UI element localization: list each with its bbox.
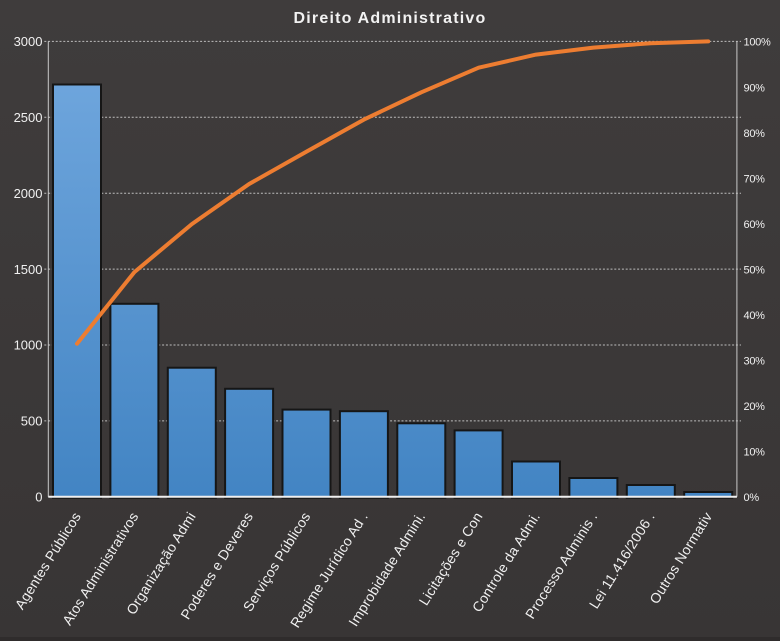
svg-text:40%: 40% bbox=[744, 310, 766, 322]
svg-text:60%: 60% bbox=[744, 219, 766, 231]
svg-text:0%: 0% bbox=[744, 492, 760, 504]
svg-text:2000: 2000 bbox=[14, 186, 43, 201]
svg-text:3000: 3000 bbox=[14, 34, 43, 49]
svg-text:30%: 30% bbox=[744, 356, 766, 368]
svg-text:2500: 2500 bbox=[14, 110, 43, 125]
svg-text:80%: 80% bbox=[744, 128, 766, 140]
svg-text:1000: 1000 bbox=[14, 338, 43, 353]
svg-text:1500: 1500 bbox=[14, 262, 43, 277]
svg-text:500: 500 bbox=[21, 414, 43, 429]
svg-text:50%: 50% bbox=[744, 265, 766, 277]
svg-text:90%: 90% bbox=[744, 82, 766, 94]
svg-text:20%: 20% bbox=[744, 401, 766, 413]
svg-text:0: 0 bbox=[35, 490, 42, 505]
svg-text:100%: 100% bbox=[744, 37, 771, 49]
svg-text:Direito Administrativo: Direito Administrativo bbox=[294, 10, 487, 27]
svg-text:70%: 70% bbox=[744, 173, 766, 185]
svg-text:10%: 10% bbox=[744, 447, 766, 459]
